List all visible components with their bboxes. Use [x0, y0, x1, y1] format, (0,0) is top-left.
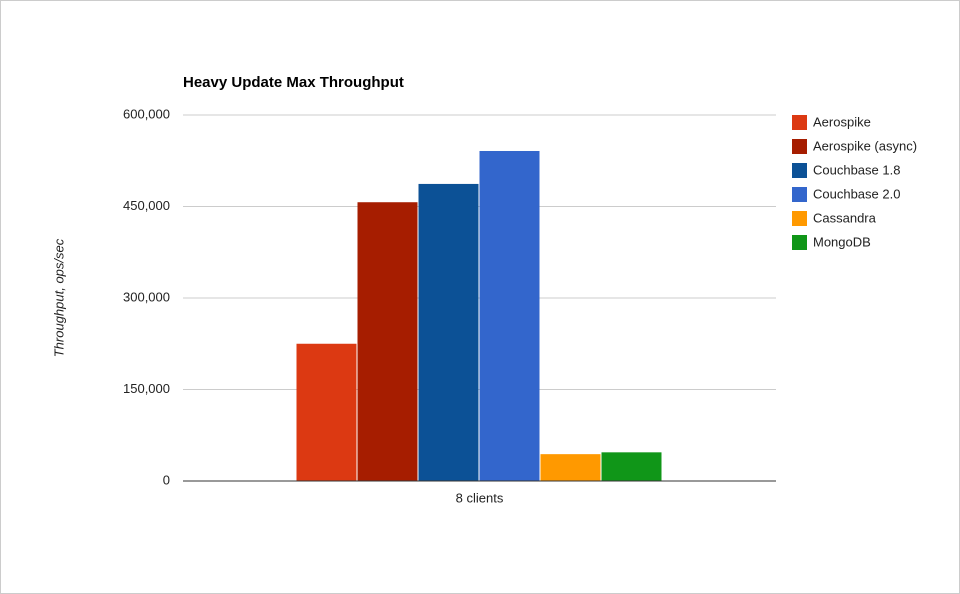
legend-swatch [792, 235, 807, 250]
y-tick-label: 0 [163, 472, 170, 487]
y-tick-label: 450,000 [123, 198, 170, 213]
x-tick-label: 8 clients [456, 490, 504, 505]
y-tick-label: 150,000 [123, 381, 170, 396]
y-axis-label: Throughput, ops/sec [51, 238, 66, 357]
legend-swatch [792, 115, 807, 130]
legend-label: Couchbase 1.8 [813, 162, 900, 177]
legend-swatch [792, 163, 807, 178]
bar [296, 343, 357, 481]
legend-swatch [792, 211, 807, 226]
legend-swatch [792, 139, 807, 154]
legend-label: Aerospike [813, 114, 871, 129]
legend-label: MongoDB [813, 234, 871, 249]
bar [418, 183, 479, 481]
legend-label: Cassandra [813, 210, 877, 225]
y-tick-label: 300,000 [123, 289, 170, 304]
bar [601, 452, 662, 481]
bar [479, 150, 540, 482]
y-tick-label: 600,000 [123, 106, 170, 121]
legend-label: Couchbase 2.0 [813, 186, 900, 201]
legend-swatch [792, 187, 807, 202]
legend-label: Aerospike (async) [813, 138, 917, 153]
bar [357, 202, 418, 482]
bar [540, 454, 601, 481]
chart-title: Heavy Update Max Throughput [183, 74, 404, 91]
